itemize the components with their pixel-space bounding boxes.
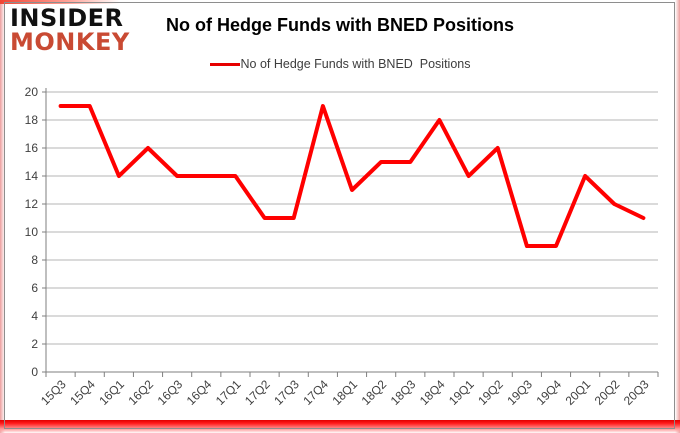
title-row: No of Hedge Funds with BNED Positions <box>0 15 680 36</box>
x-axis-tick-label: 18Q4 <box>417 377 448 408</box>
legend-label: No of Hedge Funds with BNED Positions <box>240 57 471 71</box>
y-axis-tick-label: 16 <box>25 141 39 155</box>
x-axis-tick-label: 19Q4 <box>533 377 564 408</box>
x-axis-tick-label: 20Q2 <box>592 377 623 408</box>
x-axis-tick-label: 16Q4 <box>184 377 215 408</box>
x-axis-tick-label: 20Q3 <box>621 377 652 408</box>
y-axis-tick-label: 0 <box>31 365 38 379</box>
insider-monkey-logo: INSIDER MONKEY <box>10 4 130 56</box>
chart-title: No of Hedge Funds with BNED Positions <box>166 15 514 35</box>
x-axis-tick-label: 19Q3 <box>504 377 535 408</box>
y-axis-tick-label: 20 <box>25 85 39 99</box>
series-line <box>58 104 646 248</box>
x-axis-tick-label: 20Q1 <box>563 377 594 408</box>
x-axis-tick-label: 18Q2 <box>359 377 390 408</box>
x-axis-tick-label: 17Q2 <box>242 377 273 408</box>
y-axis-tick-label: 12 <box>25 197 39 211</box>
y-axis-tick-label: 10 <box>25 225 39 239</box>
y-axis-tick-label: 2 <box>31 337 38 351</box>
x-axis-tick-label: 16Q2 <box>125 377 156 408</box>
x-axis-tick-label: 16Q1 <box>96 377 127 408</box>
x-axis-tick-label: 18Q3 <box>388 377 419 408</box>
legend: No of Hedge Funds with BNED Positions <box>0 57 680 71</box>
x-axis-tick-label: 15Q3 <box>38 377 69 408</box>
x-axis-tick-label: 18Q1 <box>329 377 360 408</box>
logo-word-insider: INSIDER <box>10 4 124 32</box>
x-axis-tick-label: 19Q2 <box>475 377 506 408</box>
x-axis-tick-label: 16Q3 <box>155 377 186 408</box>
y-axis-tick-label: 18 <box>25 113 39 127</box>
x-axis-tick-label: 17Q1 <box>213 377 244 408</box>
chart-frame <box>4 2 675 429</box>
y-axis-tick-label: 14 <box>25 169 39 183</box>
y-axis-tick-label: 8 <box>31 253 38 267</box>
y-axis-tick-label: 4 <box>31 309 38 323</box>
legend-line-swatch <box>209 62 240 66</box>
x-axis-tick-label: 17Q4 <box>300 377 331 408</box>
x-axis-tick-label: 17Q3 <box>271 377 302 408</box>
x-axis-tick-label: 19Q1 <box>446 377 477 408</box>
logo-word-monkey: MONKEY <box>10 27 130 56</box>
y-axis-tick-label: 6 <box>31 281 38 295</box>
x-axis-tick-label: 15Q4 <box>67 377 98 408</box>
